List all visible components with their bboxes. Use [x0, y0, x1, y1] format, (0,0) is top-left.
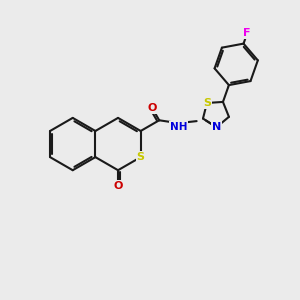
Text: S: S — [137, 152, 145, 162]
Text: F: F — [243, 28, 251, 38]
Text: S: S — [203, 98, 211, 108]
Text: NH: NH — [169, 122, 187, 132]
Text: N: N — [212, 122, 221, 132]
Text: O: O — [113, 181, 123, 191]
Text: O: O — [147, 103, 157, 113]
